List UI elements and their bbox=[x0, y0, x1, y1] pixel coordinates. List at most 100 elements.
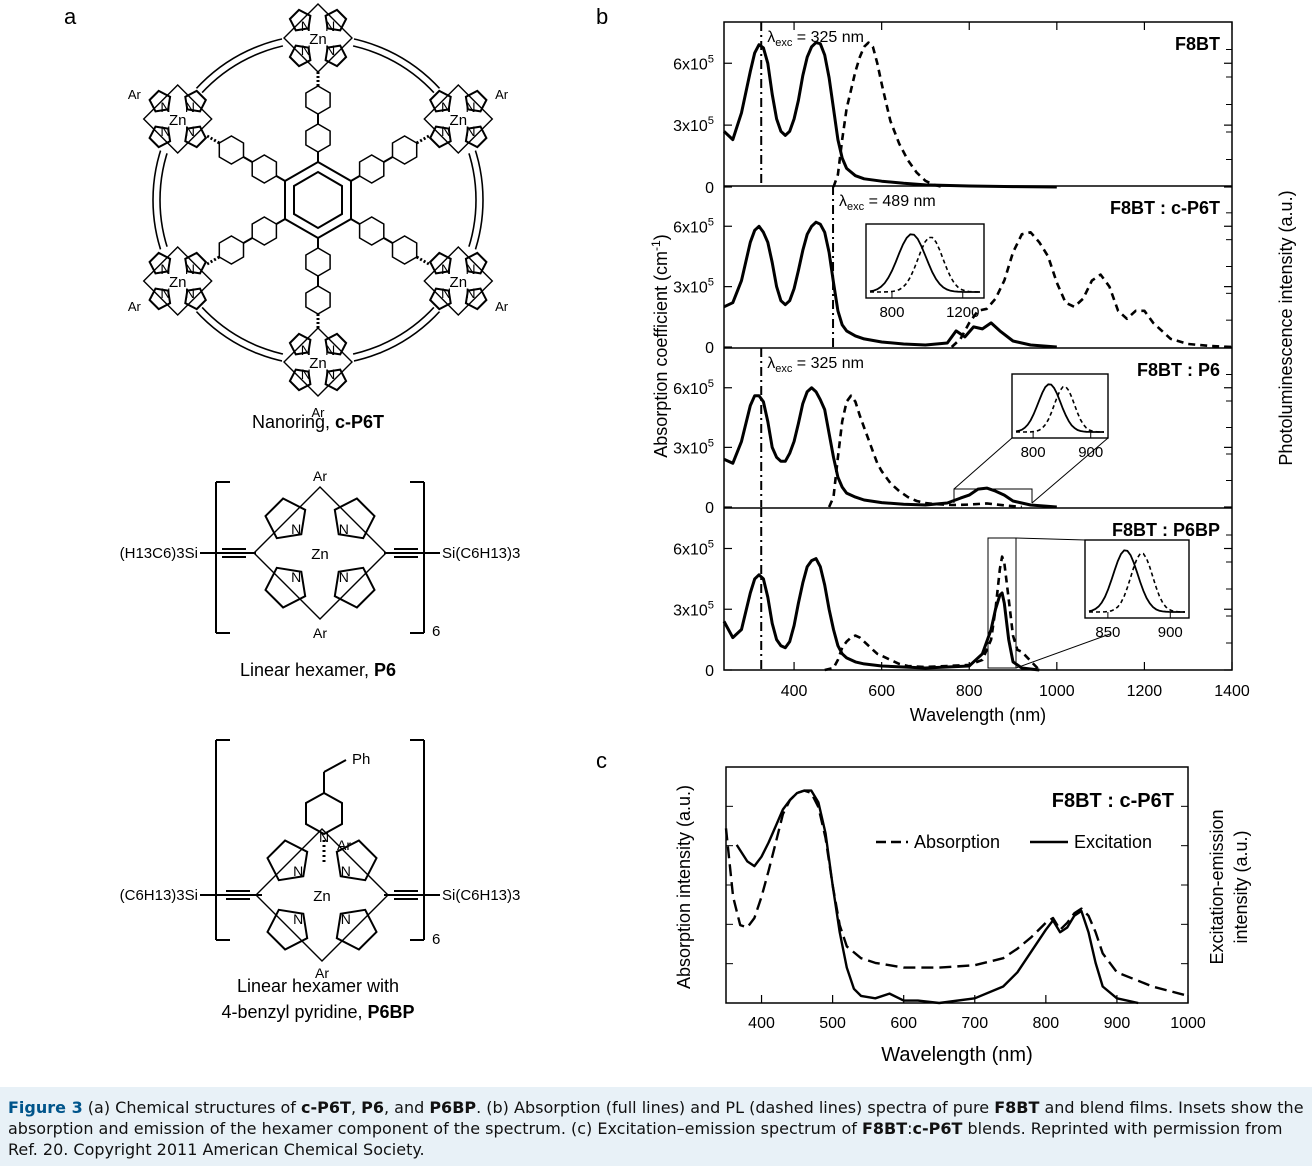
nitrogen-atom-label: N bbox=[441, 261, 451, 277]
pyrrole-ring bbox=[266, 839, 309, 882]
panel-b-letter: b bbox=[596, 4, 609, 29]
x-tick-label: 700 bbox=[961, 1015, 988, 1032]
panel-b-chart: 0 3x105 6x105 λexc = 325 nm F8BT 0 3x105 6x105 λ… bbox=[649, 21, 1296, 725]
nitrogen-atom-label: N bbox=[341, 911, 351, 927]
subpanel-label: F8BT : P6 bbox=[1137, 360, 1220, 380]
pyrrole-ring bbox=[324, 332, 348, 356]
legend-absorption-label: Absorption bbox=[914, 832, 1000, 852]
ring-porphyrins bbox=[141, 2, 495, 398]
caption-body: (a) Chemical structures of c-P6T, P6, an… bbox=[8, 1098, 1304, 1159]
zoom-leader bbox=[1015, 537, 1086, 541]
caption-p6bp-line2: 4-benzyl pyridine, P6BP bbox=[221, 1002, 414, 1022]
pyridine-ring bbox=[305, 791, 343, 836]
nitrogen-atom-label: N bbox=[339, 521, 349, 537]
p6-repeat-label: 6 bbox=[432, 623, 440, 640]
x-axis-label: Wavelength (nm) bbox=[881, 1044, 1033, 1066]
x-axis-label: Wavelength (nm) bbox=[910, 705, 1046, 725]
inset-emission-line bbox=[1089, 552, 1186, 613]
spoke-bond bbox=[243, 237, 253, 244]
pyrrole-ring bbox=[428, 89, 452, 113]
caption-run: , and bbox=[383, 1098, 430, 1117]
nitrogen-atom-label: N bbox=[160, 285, 170, 301]
nitrogen-atom-label: N bbox=[293, 863, 303, 879]
caption-text: Figure 3 (a) Chemical structures of c-P6… bbox=[0, 1087, 1312, 1160]
meso-frame bbox=[142, 84, 213, 154]
y-axis-label-left: Absorption intensity (a.u.) bbox=[674, 785, 694, 989]
y-tick-label: 3x105 bbox=[673, 437, 714, 457]
inset-frame bbox=[865, 223, 985, 299]
porphyrin-unit bbox=[423, 246, 494, 316]
zoom-box bbox=[987, 537, 1017, 669]
aryl-ring bbox=[305, 123, 331, 153]
caption-run: and blend films. Insets show the absorpt… bbox=[8, 1098, 1304, 1138]
porphyrin-unit bbox=[142, 246, 213, 316]
p6-left-silyl-label: (H13C6)3Si bbox=[120, 545, 198, 562]
y-tick-label: 0 bbox=[705, 663, 714, 680]
nitrogen-atom-label: N bbox=[441, 285, 451, 301]
aryl-ring bbox=[305, 285, 331, 315]
nitrogen-atom-label: N bbox=[441, 123, 451, 139]
nitrogen-atom-label: N bbox=[301, 366, 311, 382]
panel-a-labels: ZnNNNNArZnNNNNArZnNNNNArZnNNNNArZnNNNNAr… bbox=[120, 18, 521, 1022]
p6-alkyne-left bbox=[200, 548, 256, 558]
subpanel-label: F8BT : P6BP bbox=[1112, 520, 1220, 540]
y-tick-label: 3x105 bbox=[673, 599, 714, 619]
figure-drawing: ZnNNNNArZnNNNNArZnNNNNArZnNNNNArZnNNNNAr… bbox=[120, 2, 1296, 1066]
pyrrole-ring bbox=[264, 566, 307, 609]
aryl-ring bbox=[358, 216, 385, 246]
zoom-leader bbox=[1031, 437, 1109, 504]
y-tick-label: 3x105 bbox=[673, 115, 714, 135]
zinc-atom-label: Zn bbox=[450, 112, 468, 129]
caption-bold-term: F8BT bbox=[994, 1098, 1040, 1117]
p6bp-right-silyl-label: Si(C6H13)3 bbox=[442, 887, 520, 904]
pl-emission-line bbox=[832, 41, 944, 189]
porphyrin-unit bbox=[142, 84, 213, 154]
pyrrole-ring bbox=[288, 8, 312, 32]
plot-c-title: F8BT : c-P6T bbox=[1052, 790, 1174, 812]
nitrogen-atom-label: N bbox=[291, 521, 301, 537]
nitrogen-atom-label: N bbox=[185, 285, 195, 301]
p6bp-alkyne-left bbox=[200, 890, 262, 900]
pyrrole-ring bbox=[335, 839, 378, 882]
aryl-ring bbox=[218, 235, 245, 265]
p6bp-left-silyl-label: (C6H13)3Si bbox=[120, 887, 198, 904]
figure-caption: Figure 3 (a) Chemical structures of c-P6… bbox=[0, 1087, 1312, 1166]
aryl-label: Ar bbox=[128, 299, 142, 314]
p6-aryl-top-label: Ar bbox=[313, 468, 327, 484]
nitrogen-atom-label: N bbox=[293, 911, 303, 927]
template-core bbox=[284, 160, 352, 240]
meso-frame bbox=[142, 246, 213, 316]
zinc-atom-label: Zn bbox=[169, 112, 187, 129]
porphyrin-backdrop bbox=[141, 245, 214, 317]
p6-porphyrin bbox=[253, 486, 387, 620]
pyrrole-ring bbox=[184, 89, 208, 113]
excitation-line bbox=[735, 789, 1139, 1005]
spoke-bond bbox=[275, 218, 286, 225]
zoom-leader bbox=[1015, 633, 1111, 669]
spoke-bond bbox=[383, 156, 393, 163]
pyrrole-ring bbox=[184, 125, 208, 149]
porphyrin-backdrop bbox=[141, 83, 214, 155]
spoke-bond bbox=[350, 175, 361, 182]
pyrrole-ring bbox=[288, 368, 312, 392]
pyrrole-ring bbox=[335, 908, 378, 951]
aryl-label: Ar bbox=[495, 87, 509, 102]
absorption-line bbox=[723, 386, 1057, 509]
p6-aryl-bottom-label: Ar bbox=[313, 625, 327, 641]
nanoring-structure bbox=[141, 2, 495, 398]
pyrrole-ring bbox=[464, 251, 488, 275]
plot-b-frame bbox=[723, 21, 1233, 671]
porphyrin-unit bbox=[423, 84, 494, 154]
caption-run: blends. Reprinted with permission from R… bbox=[8, 1119, 1283, 1159]
aryl-label: Ar bbox=[312, 405, 326, 420]
porphyrin-backdrop bbox=[422, 245, 495, 317]
caption-run: . (b) Absorption (full lines) and PL (da… bbox=[476, 1098, 995, 1117]
nitrogen-atom-label: N bbox=[325, 342, 335, 358]
pl-emission-line bbox=[827, 394, 1022, 509]
caption-run: , bbox=[350, 1098, 362, 1117]
porphyrin-unit bbox=[253, 486, 387, 620]
pyrrole-ring bbox=[324, 44, 348, 68]
spoke-bond bbox=[243, 156, 253, 163]
y-tick-label: 6x105 bbox=[673, 539, 714, 559]
y-tick-label: 0 bbox=[705, 180, 714, 197]
